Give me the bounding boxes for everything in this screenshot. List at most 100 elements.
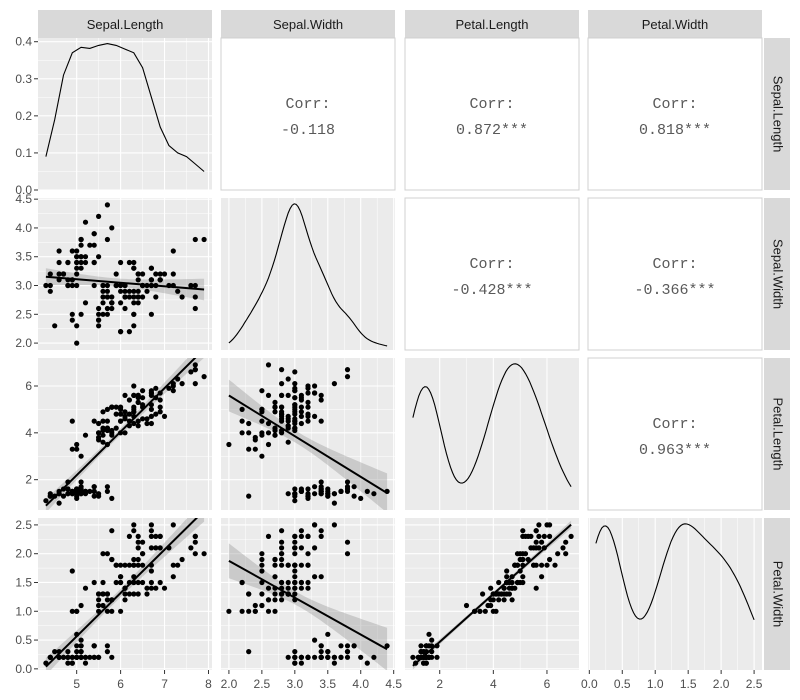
data-point (504, 574, 510, 580)
data-point (140, 271, 146, 277)
data-point (364, 660, 370, 666)
data-point (560, 545, 566, 551)
data-point (113, 562, 119, 568)
data-point (74, 491, 80, 497)
data-point (279, 528, 285, 534)
data-point (100, 551, 106, 557)
data-point (501, 585, 507, 591)
panel-bg (38, 38, 212, 190)
data-point (488, 585, 494, 591)
data-point (69, 311, 75, 317)
data-point (292, 562, 298, 568)
data-point (104, 551, 110, 557)
data-point (292, 369, 298, 375)
data-point (69, 248, 75, 254)
data-point (144, 416, 150, 422)
data-point (292, 551, 298, 557)
data-point (104, 484, 110, 490)
data-point (96, 311, 102, 317)
data-point (170, 388, 176, 394)
x-tick-label: 1.0 (647, 677, 664, 691)
data-point (312, 574, 318, 580)
data-point (547, 522, 553, 528)
data-point (272, 432, 278, 438)
data-point (279, 367, 285, 373)
data-point (292, 425, 298, 431)
data-point (131, 528, 137, 534)
corr-value: 0.963*** (639, 442, 711, 459)
data-point (96, 317, 102, 323)
data-point (47, 654, 53, 660)
data-point (568, 533, 574, 540)
data-point (533, 539, 539, 545)
data-point (122, 597, 128, 603)
data-point (69, 568, 75, 574)
data-point (279, 404, 285, 410)
y-tick-label: 3.5 (15, 250, 32, 264)
data-point (96, 493, 102, 499)
data-point (118, 579, 124, 586)
x-tick-label: 5 (73, 677, 80, 691)
corr-panel (404, 37, 580, 191)
data-point (179, 294, 185, 300)
x-tick-label: 4.0 (352, 677, 369, 691)
data-point (87, 488, 93, 494)
data-point (122, 305, 128, 312)
data-point (74, 248, 80, 254)
data-point (91, 418, 97, 424)
data-point (259, 568, 265, 574)
data-point (96, 420, 102, 427)
data-point (305, 585, 311, 591)
y-tick-label: 2.0 (15, 336, 32, 350)
data-point (74, 441, 80, 448)
strip-top-2 (405, 10, 579, 38)
data-point (272, 425, 278, 431)
data-point (157, 404, 163, 410)
data-point (131, 265, 137, 271)
data-point (279, 556, 285, 563)
data-point (522, 533, 529, 540)
strip-top-3 (588, 10, 762, 38)
data-point (131, 300, 137, 306)
data-point (100, 432, 106, 438)
x-tick-label: 0.5 (614, 677, 631, 691)
data-point (292, 649, 298, 655)
data-point (344, 539, 351, 545)
data-point (285, 585, 291, 591)
data-point (272, 562, 278, 568)
data-point (423, 643, 429, 649)
y-tick-label: 0.2 (15, 109, 32, 123)
data-point (65, 491, 71, 497)
data-point (87, 242, 93, 248)
data-point (292, 591, 298, 597)
data-point (552, 562, 558, 568)
data-point (482, 608, 488, 614)
y-tick-label: 4.5 (15, 192, 32, 206)
data-point (246, 430, 252, 436)
data-point (131, 259, 137, 266)
data-point (135, 562, 141, 568)
data-point (104, 643, 110, 649)
data-point (325, 654, 331, 660)
y-tick-label: 4.0 (15, 221, 32, 235)
data-point (74, 282, 80, 289)
x-tick-label: 2.5 (746, 677, 763, 691)
data-point (100, 418, 106, 424)
data-point (148, 585, 154, 591)
data-point (148, 265, 154, 271)
data-point (126, 411, 132, 417)
y-tick-label: 0.5 (15, 633, 32, 647)
data-point (153, 533, 159, 540)
data-point (131, 591, 137, 597)
data-point (279, 381, 285, 387)
data-point (135, 545, 141, 551)
data-point (312, 413, 318, 419)
data-point (175, 288, 181, 294)
data-point (135, 533, 141, 540)
data-point (555, 551, 561, 557)
data-point (501, 597, 507, 603)
data-point (285, 392, 291, 398)
data-point (170, 562, 176, 568)
data-point (239, 406, 245, 412)
panel-bg (38, 198, 212, 350)
